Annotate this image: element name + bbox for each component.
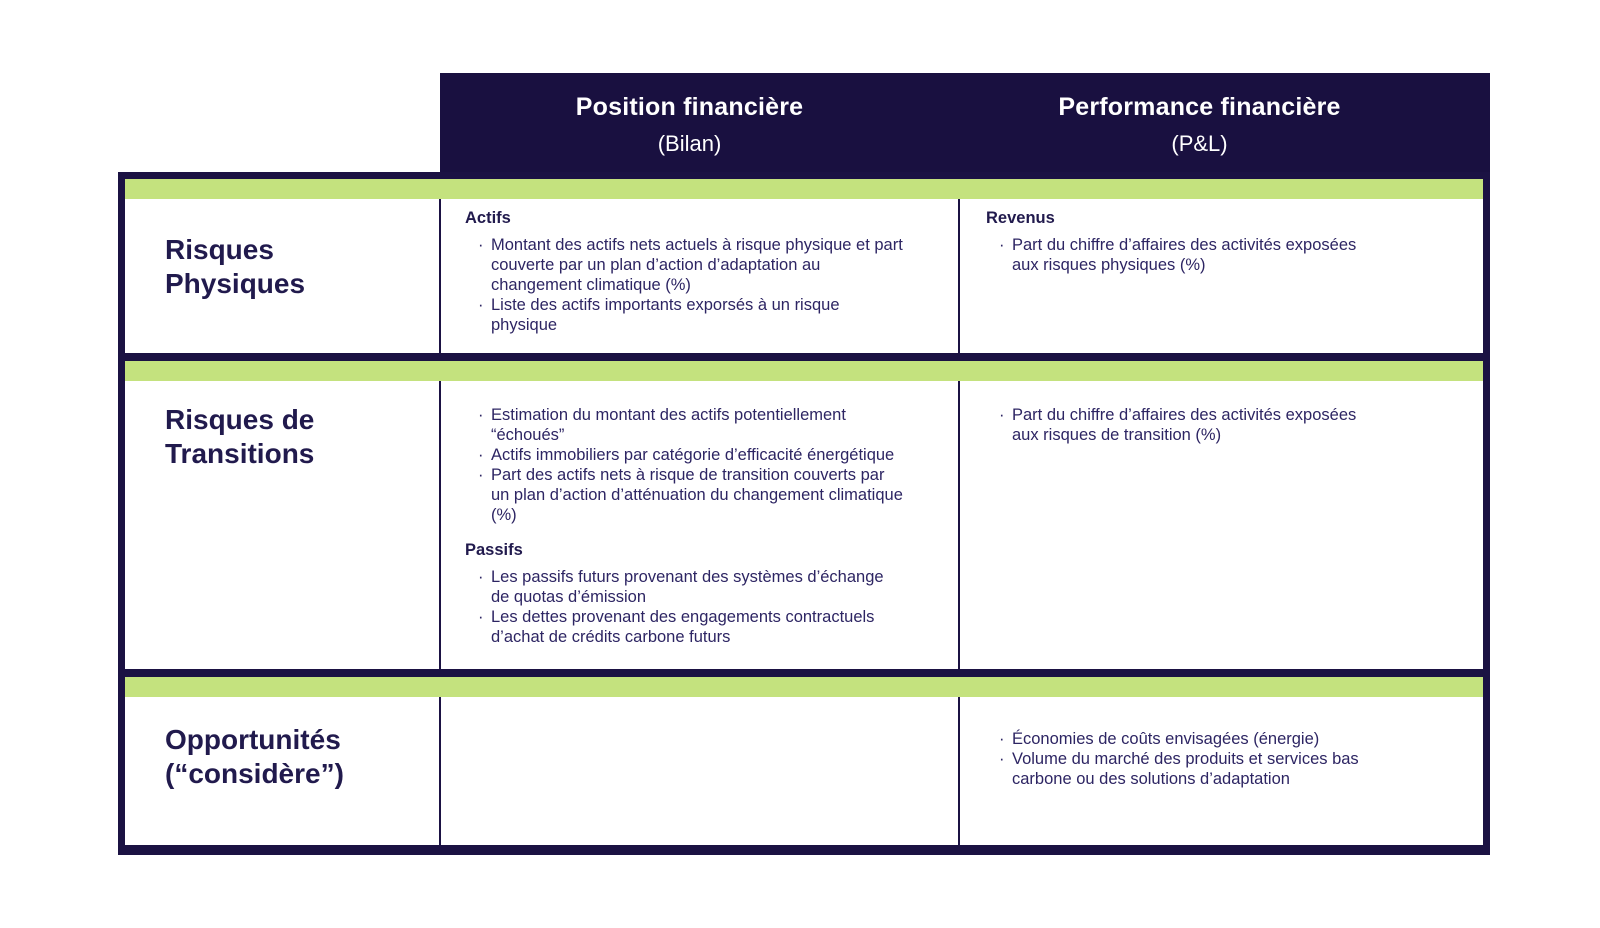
row-separator [125, 669, 1483, 677]
row-label-line: Risques [165, 234, 274, 265]
header-title: Performance financière [1058, 92, 1341, 121]
bullet-text: Actifs immobiliers par catégorie d’effic… [491, 446, 895, 464]
cell-performance-risques-physiques: Revenus · Part du chiffre d’affaires des… [960, 199, 1483, 353]
header-subtitle: (Bilan) [657, 130, 722, 156]
section-heading: Actifs [465, 209, 511, 227]
row-label-cell: Risques de Transitions [125, 381, 441, 669]
row-separator [125, 353, 1483, 361]
bullet-list: · Part du chiffre d’affaires des activit… [986, 405, 1453, 445]
bullet-item: · Les passifs futurs provenant des systè… [475, 567, 918, 607]
row-label: Risques de Transitions [165, 403, 425, 471]
section-actifs: Actifs · Montant des actifs nets actuels… [465, 209, 918, 335]
bullet-list: · Estimation du montant des actifs poten… [465, 405, 918, 525]
section-heading: Revenus [986, 209, 1055, 227]
bullet-item: · Part du chiffre d’affaires des activit… [996, 405, 1453, 445]
bullet-text: Part du chiffre d’affaires des activités… [1012, 236, 1357, 274]
bullet-item: · Montant des actifs nets actuels à risq… [475, 235, 918, 295]
bullet-dot: · [478, 466, 484, 484]
bullet-dot: · [478, 446, 484, 464]
cell-performance-opportunites: · Économies de coûts envisagées (énergie… [960, 697, 1483, 845]
bullet-text: Liste des actifs importants exporsés à u… [491, 296, 840, 334]
bullet-dot: · [478, 568, 484, 586]
bullet-item: · Estimation du montant des actifs poten… [475, 405, 918, 445]
section-revenus-transition: · Part du chiffre d’affaires des activit… [986, 405, 1453, 445]
row-label: Risques Physiques [165, 233, 425, 301]
section-opportunites: · Économies de coûts envisagées (énergie… [986, 729, 1453, 789]
section-passifs: Passifs · Les passifs futurs provenant d… [465, 541, 918, 647]
bullet-list: · Économies de coûts envisagées (énergie… [986, 729, 1453, 789]
row-label-line: Opportunités [165, 724, 341, 755]
bullet-list: · Part du chiffre d’affaires des activit… [986, 235, 1453, 275]
bullet-dot: · [478, 296, 484, 314]
bullet-list: · Les passifs futurs provenant des systè… [465, 567, 918, 647]
bullet-dot: · [478, 608, 484, 626]
row-label-cell: Risques Physiques [125, 199, 441, 353]
bullet-item: · Économies de coûts envisagées (énergie… [996, 729, 1453, 749]
cell-position-opportunites-empty [441, 697, 960, 845]
header-cell-performance-financiere: Performance financière (P&L) [965, 73, 1490, 172]
section-heading: Passifs [465, 541, 523, 559]
table-row-risques-physiques: Risques Physiques Actifs · Montant des a… [125, 199, 1483, 353]
bullet-text: Volume du marché des produits et service… [1012, 750, 1359, 788]
row-label-cell: Opportunités (“considère”) [125, 697, 441, 845]
bullet-dot: · [478, 406, 484, 424]
bullet-item: · Volume du marché des produits et servi… [996, 749, 1453, 789]
row-label-line: Transitions [165, 438, 315, 469]
bullet-item: · Liste des actifs importants exporsés à… [475, 295, 918, 335]
header-subtitle: (P&L) [1171, 130, 1228, 156]
bullet-list: · Montant des actifs nets actuels à risq… [465, 235, 918, 335]
bullet-text: Les passifs futurs provenant des système… [491, 568, 884, 606]
bullet-dot: · [999, 730, 1005, 748]
bullet-item: · Part du chiffre d’affaires des activit… [996, 235, 1453, 275]
section-revenus: Revenus · Part du chiffre d’affaires des… [986, 209, 1453, 275]
row-label-line: Physiques [165, 268, 306, 299]
cell-performance-risques-de-transitions: · Part du chiffre d’affaires des activit… [960, 381, 1483, 669]
row-accent-bar [125, 361, 1483, 381]
row-label: Opportunités (“considère”) [165, 723, 425, 791]
bullet-dot: · [999, 406, 1005, 424]
bullet-item: · Les dettes provenant des engagements c… [475, 607, 918, 647]
row-accent-bar [125, 677, 1483, 697]
cell-position-risques-de-transitions: · Estimation du montant des actifs poten… [441, 381, 960, 669]
table-row-opportunites: Opportunités (“considère”) · Économies d… [125, 697, 1483, 845]
section-actifs-transition: · Estimation du montant des actifs poten… [465, 405, 918, 525]
bullet-text: Part des actifs nets à risque de transit… [491, 466, 903, 524]
header-cell-position-financiere: Position financière (Bilan) [440, 73, 965, 172]
bullet-dot: · [999, 750, 1005, 768]
bullet-dot: · [478, 236, 484, 254]
bullet-text: Les dettes provenant des engagements con… [491, 608, 875, 646]
cell-position-risques-physiques: Actifs · Montant des actifs nets actuels… [441, 199, 960, 353]
bullet-text: Économies de coûts envisagées (énergie) [1012, 730, 1320, 748]
table-row-risques-de-transitions: Risques de Transitions · Estimation du m… [125, 381, 1483, 669]
row-label-line: (“considère”) [165, 758, 344, 789]
header-title: Position financière [575, 92, 804, 121]
bullet-text: Montant des actifs nets actuels à risque… [491, 236, 903, 294]
climate-risk-matrix-table: Risques Physiques Actifs · Montant des a… [118, 172, 1490, 855]
bullet-item: · Actifs immobiliers par catégorie d’eff… [475, 445, 918, 465]
row-accent-bar [125, 179, 1483, 199]
bullet-item: · Part des actifs nets à risque de trans… [475, 465, 918, 525]
bullet-dot: · [999, 236, 1005, 254]
bullet-text: Estimation du montant des actifs potenti… [491, 406, 846, 444]
table-column-header-band: Position financière (Bilan) Performance … [440, 73, 1490, 172]
row-label-line: Risques de [165, 404, 315, 435]
bullet-text: Part du chiffre d’affaires des activités… [1012, 406, 1357, 444]
